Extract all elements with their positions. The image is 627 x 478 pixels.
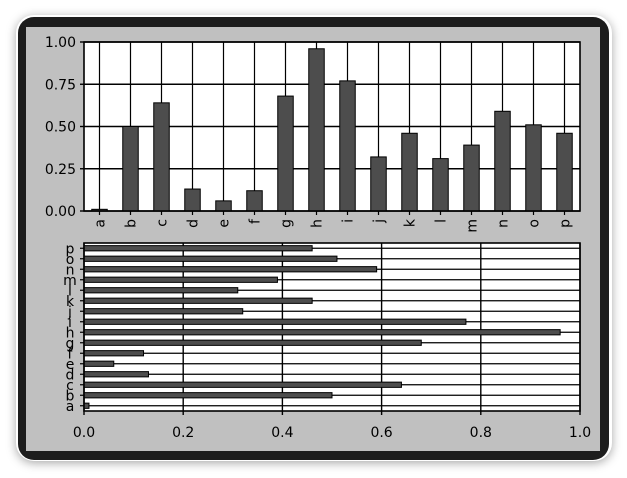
horizontal-bar-p [83, 245, 313, 252]
horizontal-chart-ytick-label: h [66, 325, 75, 341]
vertical-bar-i [339, 80, 356, 212]
horizontal-chart-ytick-label: d [66, 367, 75, 383]
horizontal-chart-ytick-label: p [66, 241, 75, 257]
horizontal-chart-ytick-label: k [66, 294, 75, 310]
horizontal-bar-d [83, 371, 149, 378]
horizontal-chart-xtick-label: 0.8 [470, 425, 492, 441]
vertical-chart-xtick-label: b [124, 219, 140, 228]
horizontal-bar-h [83, 329, 561, 336]
vertical-bar-b [122, 126, 139, 212]
vertical-bar-p [556, 132, 573, 212]
vertical-chart-xtick-label: p [558, 219, 574, 228]
vertical-chart-frame [83, 41, 581, 212]
horizontal-bar-e [83, 360, 115, 367]
horizontal-chart-ytick-label: i [68, 315, 72, 331]
vertical-bar-f [246, 190, 263, 212]
horizontal-chart-xtick-label: 0.2 [172, 425, 194, 441]
vertical-chart-ytick-label: 1.00 [45, 35, 76, 51]
horizontal-bar-k [83, 297, 313, 304]
vertical-chart-xtick-label: k [403, 218, 419, 227]
horizontal-chart-xtick-label: 0.4 [271, 425, 293, 441]
vertical-bar-d [184, 188, 201, 212]
horizontal-bar-i [83, 318, 467, 325]
vertical-chart-ytick-label: 0.75 [45, 77, 76, 93]
horizontal-chart-xtick-label: 1.0 [569, 425, 591, 441]
horizontal-chart-ytick-label: b [66, 388, 75, 404]
vertical-chart-ytick-label: 0.50 [45, 120, 76, 136]
horizontal-chart-ytick-label: m [63, 273, 77, 289]
vertical-chart-xtick-label: h [310, 219, 326, 228]
vertical-chart-xtick-label: c [155, 219, 171, 227]
vertical-chart-xtick-label: a [93, 219, 109, 228]
horizontal-bar-f [83, 350, 145, 357]
vertical-bar-l [432, 158, 449, 212]
vertical-chart-xtick-label: n [496, 219, 512, 228]
vertical-chart-xtick-label: m [465, 219, 481, 233]
vertical-bar-m [463, 144, 480, 212]
horizontal-chart-frame [83, 242, 581, 412]
horizontal-bar-n [83, 266, 378, 273]
horizontal-bar-o [83, 255, 338, 262]
horizontal-chart-ytick-label: g [66, 336, 75, 352]
horizontal-chart-xtick-label: 0.0 [73, 425, 95, 441]
horizontal-bar-j [83, 308, 244, 315]
vertical-bar-h [308, 48, 325, 212]
horizontal-chart-ytick-label: f [68, 346, 74, 362]
vertical-chart-xtick-label: i [341, 219, 357, 223]
horizontal-chart-ytick-label: e [66, 357, 75, 373]
vertical-chart-xtick-label: l [434, 219, 450, 223]
vertical-bar-chart: 0.00 0.25 0.50 0.75 1.00 a b c d e f g h i j k l m n o p [45, 35, 581, 233]
vertical-chart-ytick-label: 0.00 [45, 204, 76, 220]
vertical-chart-xtick-label: e [217, 219, 233, 228]
vertical-bar-j [370, 156, 387, 212]
vertical-chart-xtick-label: d [186, 219, 202, 228]
horizontal-chart-ytick-label: c [66, 378, 74, 394]
vertical-chart-xtick-label: f [248, 218, 264, 224]
vertical-bar-c [153, 102, 170, 212]
vertical-bar-g [277, 95, 294, 212]
vertical-bar-k [401, 132, 418, 212]
vertical-bar-n [494, 110, 511, 212]
horizontal-chart-ytick-label: a [66, 399, 75, 415]
horizontal-chart-ytick-label: j [67, 304, 72, 320]
horizontal-chart-xtick-label: 0.6 [370, 425, 392, 441]
vertical-bar-o [525, 124, 542, 212]
horizontal-bar-b [83, 392, 333, 399]
horizontal-bar-c [83, 381, 402, 388]
horizontal-bar-l [83, 287, 239, 294]
vertical-chart-xtick-label: j [372, 219, 388, 224]
vertical-chart-xtick-label: o [527, 219, 543, 228]
vertical-chart-xtick-label: g [279, 219, 295, 228]
vertical-chart-ytick-label: 0.25 [45, 162, 76, 178]
horizontal-bar-m [83, 276, 278, 283]
horizontal-bar-g [83, 339, 422, 346]
horizontal-chart-ytick-label: o [66, 252, 75, 268]
horizontal-chart-ytick-label: n [66, 262, 75, 278]
vertical-bar-e [215, 200, 232, 212]
horizontal-chart-ytick-label: l [68, 283, 72, 299]
